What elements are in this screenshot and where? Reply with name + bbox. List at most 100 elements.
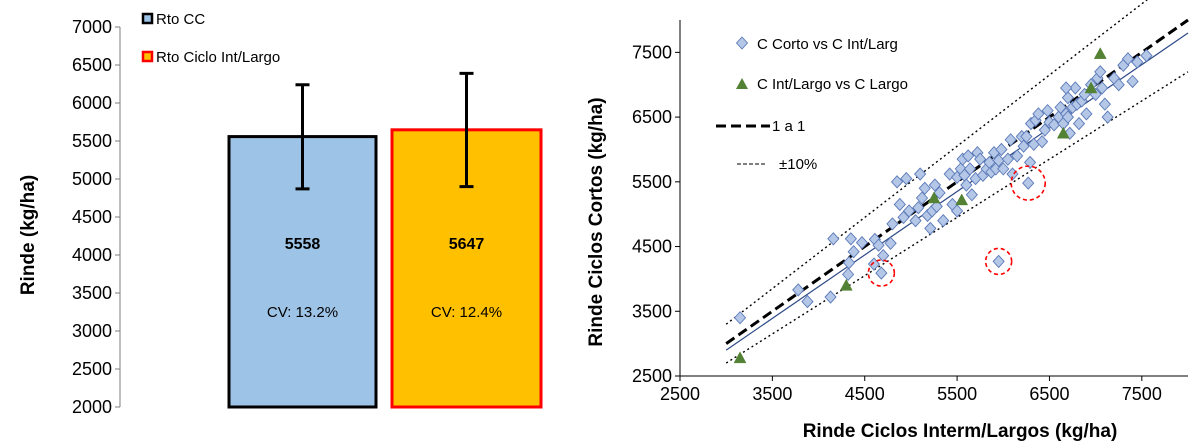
triangle-point (839, 278, 853, 291)
scatter-x-tick-label: 5500 (937, 384, 977, 404)
triangle-point (1056, 126, 1070, 139)
scatter-y-tick-label: 7500 (632, 42, 672, 62)
diamond-point (924, 221, 937, 236)
diamond-point (1004, 133, 1017, 147)
legend-triangle-marker (736, 78, 748, 89)
diamond-point (963, 162, 977, 176)
diamond-point (1095, 81, 1109, 95)
diamond-point (1131, 55, 1144, 69)
diamond-point (1140, 48, 1153, 63)
diamond-point (877, 248, 890, 263)
diamond-point (827, 232, 840, 246)
diamond-point (1011, 149, 1024, 163)
bar-cv-label: CV: 13.2% (267, 304, 338, 321)
diamond-point (902, 204, 916, 218)
trend-line (725, 32, 1189, 351)
scatter-y-tick-label: 2500 (632, 366, 672, 386)
diamond-point (1038, 123, 1051, 137)
diamond-point (1032, 107, 1045, 121)
bar-y-ticks: 2000 2500 3000 3500 4000 4500 5000 5500 6000 6500… (72, 17, 121, 417)
scatter-y-tick-label: 5500 (632, 172, 672, 192)
highlight-circles (867, 165, 1047, 287)
diamond-point (893, 197, 906, 212)
diamond-point (1069, 81, 1082, 95)
diamond-point (997, 162, 1010, 176)
diamond-point (909, 213, 922, 228)
diamond-point (855, 235, 869, 250)
bar-y-tick-label: 5500 (72, 131, 112, 151)
diamond-point (1020, 129, 1033, 144)
diamond-point (1001, 152, 1015, 166)
ten-percent-line (725, 0, 1148, 325)
scatter-legend: C Corto vs C Int/Larg C Int/Largo vs C La… (716, 36, 908, 173)
bar-y-tick-label: 4500 (72, 207, 112, 227)
bar-y-tick-label: 3000 (72, 321, 112, 341)
legend-diamond-marker (735, 36, 749, 50)
diamond-point (841, 267, 855, 282)
bar-y-tick-label: 3500 (72, 283, 112, 303)
diamond-point (1121, 52, 1135, 66)
legend-entry: ±10% (779, 156, 817, 173)
bar-cv-label: CV: 12.4% (431, 304, 502, 321)
scatter-x-tick-label: 3500 (752, 384, 792, 404)
scatter-x-tick-label: 7500 (1122, 384, 1162, 404)
scatter-y-axis-title: Rinde Ciclos Cortos (kg/ha) (586, 97, 607, 346)
diamond-point (792, 283, 805, 297)
diamond-point (872, 238, 885, 252)
diamond-point (965, 188, 978, 202)
diamond-point (824, 290, 837, 304)
diamond-point (995, 142, 1008, 157)
diamond-point (1035, 135, 1049, 149)
diamond-point (915, 191, 929, 205)
scatter-y-tick-label: 3500 (632, 301, 672, 321)
bar-y-tick-label: 6500 (72, 55, 112, 75)
diamond-point (1061, 110, 1075, 124)
highlight-circle (984, 247, 1013, 276)
diamond-point (886, 217, 899, 231)
diamond-point (842, 256, 856, 270)
diamond-point (1112, 78, 1125, 92)
diamond-point (1022, 176, 1035, 190)
diamond-point (847, 245, 860, 259)
bar-y-tick-label: 6000 (72, 93, 112, 113)
triangle-point (1084, 81, 1098, 94)
legend-swatch (141, 12, 154, 25)
diamond-point (933, 186, 946, 200)
diamond-point (733, 311, 747, 325)
bar-chart: Rinde (kg/ha) 2000 2500 3000 3500 4000 4500 50… (18, 11, 543, 417)
bar-y-tick-label: 2500 (72, 359, 112, 379)
diamond-point (992, 153, 1005, 168)
diamond-point (1059, 81, 1073, 95)
bar-legend: Rto CC Rto Ciclo Int/Largo (141, 11, 280, 66)
triangle-point (733, 351, 747, 364)
legend-entry: Rto CC (156, 11, 205, 28)
diamond-point (1080, 107, 1093, 121)
ten-percent-line (725, 71, 1189, 364)
legend-entry: Rto Ciclo Int/Largo (156, 49, 280, 66)
diamond-point (914, 167, 927, 181)
diamond-point (974, 152, 987, 166)
highlight-circle (1010, 165, 1047, 201)
diamond-point (1098, 97, 1111, 111)
bar-value-label: 5647 (449, 236, 485, 253)
scatter-y-tick-label: 4500 (632, 237, 672, 257)
triangle-point (1093, 47, 1107, 59)
diamond-point (928, 178, 942, 192)
legend-entry: 1 a 1 (772, 118, 805, 135)
triangle-point (955, 193, 969, 206)
diamond-point (1072, 116, 1086, 131)
diamond-point (930, 199, 943, 214)
diamond-point (950, 204, 964, 218)
highlight-circle (867, 259, 896, 287)
bar-y-tick-label: 4000 (72, 245, 112, 265)
diamond-point (992, 254, 1005, 269)
bar-y-tick-label: 2000 (72, 397, 112, 417)
diamond-point (1126, 74, 1139, 89)
scatter-x-tick-label: 4500 (845, 384, 885, 404)
scatter-x-axis-title: Rinde Ciclos Interm/Largos (kg/ha) (803, 421, 1118, 441)
scatter-y-tick-label: 6500 (632, 107, 672, 127)
triangle-point (927, 191, 941, 204)
bar-y-axis-title: Rinde (kg/ha) (18, 175, 39, 295)
scatter-points (733, 47, 1153, 364)
